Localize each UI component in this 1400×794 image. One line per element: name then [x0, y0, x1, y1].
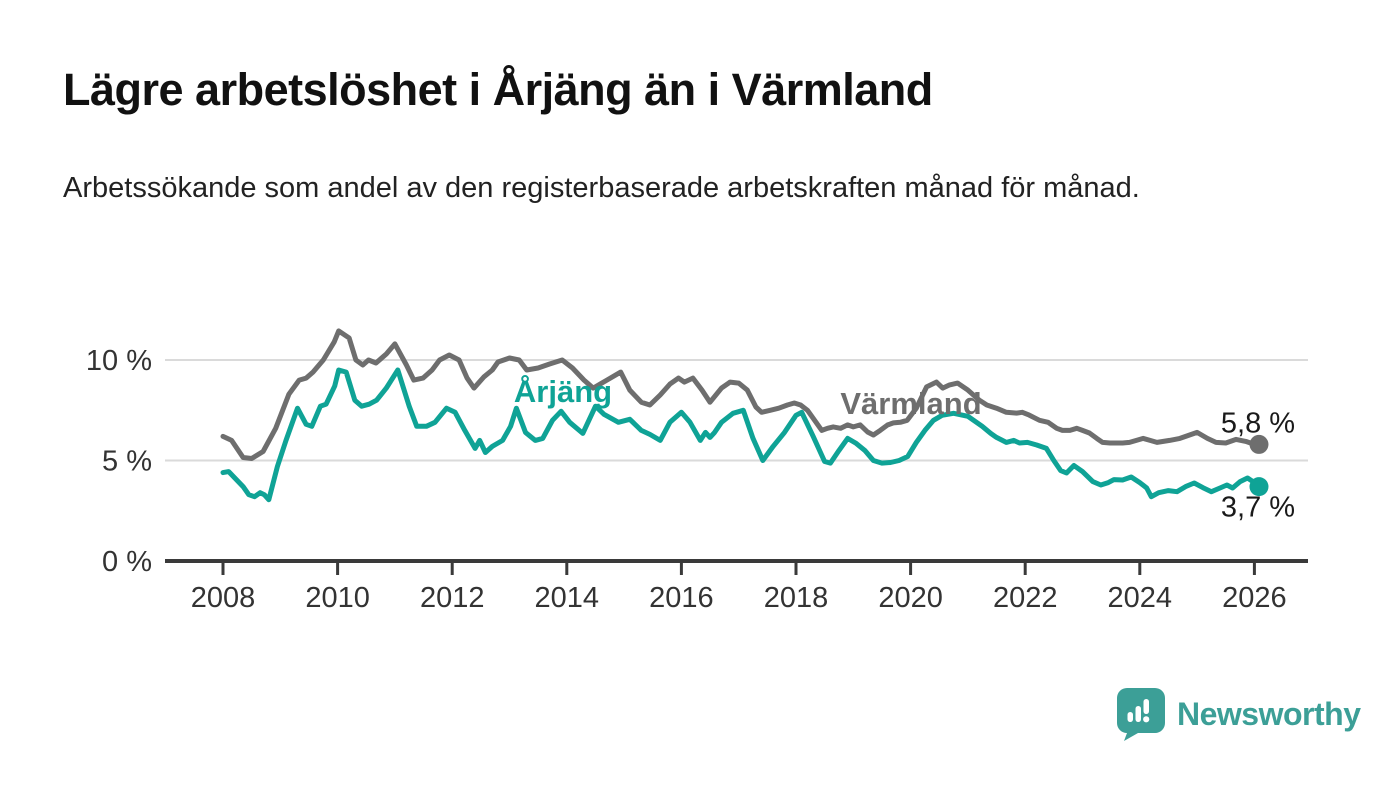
series-line-värmland	[220, 328, 1262, 461]
series-label-arjang: Årjäng	[513, 374, 613, 409]
series-label-varmland: Värmland	[840, 386, 982, 421]
x-tick-label: 2012	[420, 582, 485, 614]
x-tick-label: 2022	[993, 582, 1058, 614]
x-tick-label: 2010	[305, 582, 370, 614]
x-tick-label: 2026	[1222, 582, 1287, 614]
x-tick-label: 2008	[191, 582, 256, 614]
x-tick-label: 2024	[1108, 582, 1173, 614]
x-tick-label: 2016	[649, 582, 714, 614]
newsworthy-wordmark: Newsworthy	[1177, 696, 1361, 732]
x-tick-label: 2014	[535, 582, 600, 614]
series-end-dot-värmland	[1249, 434, 1269, 454]
series-line-årjäng	[220, 367, 1262, 503]
newsworthy-logo: Newsworthy	[1115, 687, 1361, 742]
y-tick-label: 10 %	[86, 345, 152, 377]
x-tick-label: 2018	[764, 582, 829, 614]
chart-subtitle: Arbetssökande som andel av den registerb…	[63, 172, 1140, 204]
y-tick-label: 5 %	[102, 446, 152, 478]
end-value-label-varmland: 5,8 %	[1220, 407, 1296, 440]
end-value-label-arjang: 3,7 %	[1220, 491, 1296, 524]
y-tick-label: 0 %	[102, 546, 152, 578]
x-tick-label: 2020	[878, 582, 943, 614]
page-title: Lägre arbetslöshet i Årjäng än i Värmlan…	[63, 64, 933, 115]
bar-chart-speech-bubble-icon	[1117, 688, 1165, 741]
series-end-dot-årjäng	[1249, 477, 1269, 497]
